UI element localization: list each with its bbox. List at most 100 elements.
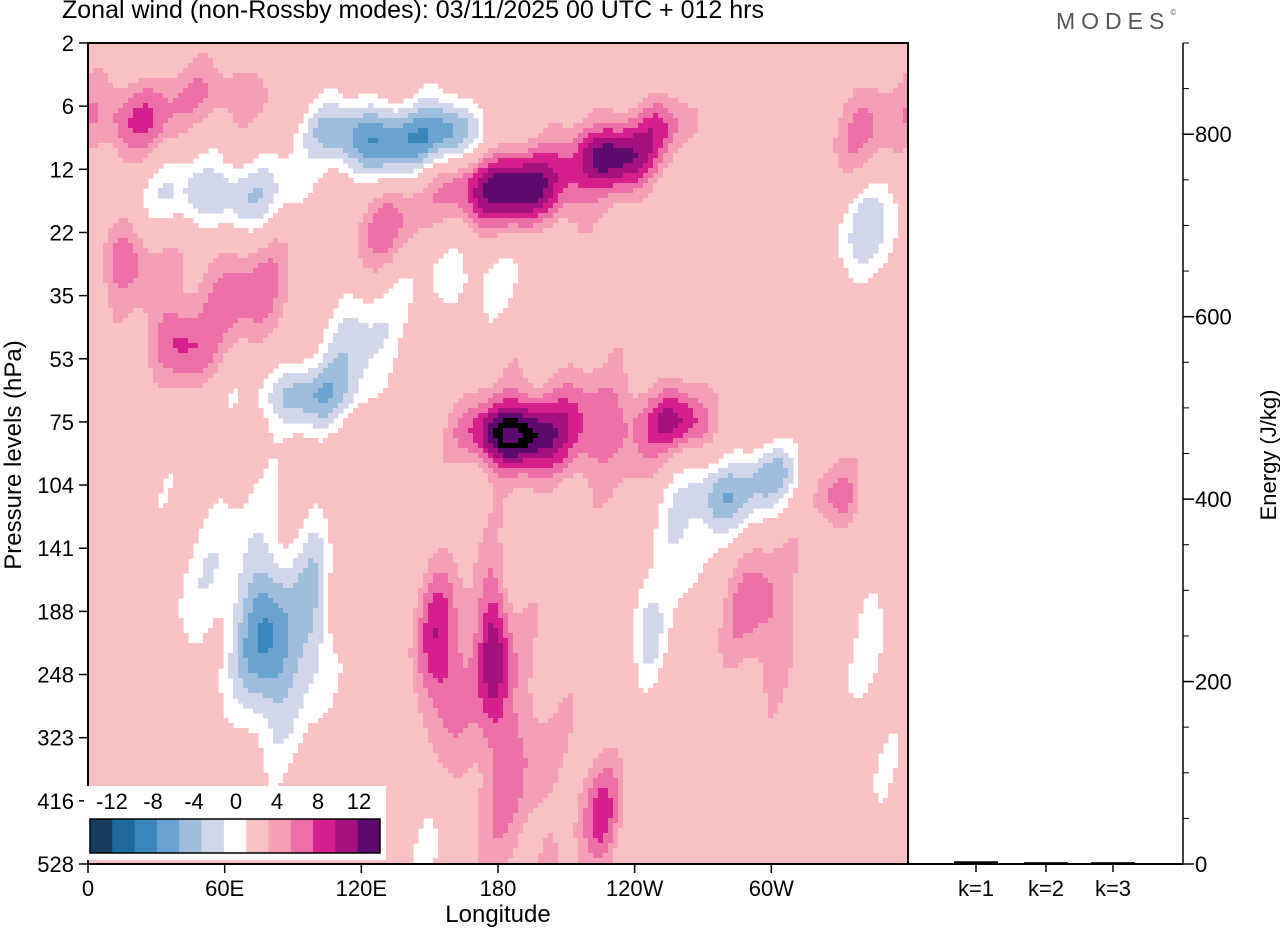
heatmap-cell [838, 123, 844, 129]
heatmap-cell [528, 163, 534, 169]
heatmap-cell [133, 188, 139, 194]
heatmap-cell [283, 123, 289, 129]
heatmap-cell [278, 63, 284, 69]
heatmap-cell [758, 58, 764, 64]
heatmap-cell [488, 203, 494, 209]
heatmap-cell [848, 68, 854, 74]
heatmap-cell [753, 53, 759, 59]
heatmap-cell [733, 98, 739, 104]
heatmap-cell [253, 203, 259, 209]
heatmap-cell [563, 63, 569, 69]
heatmap-cell [458, 58, 464, 64]
heatmap-cell [578, 53, 584, 59]
heatmap-cell [468, 128, 474, 134]
heatmap-cell [283, 148, 289, 154]
heatmap-cell [848, 143, 854, 149]
heatmap-cell [538, 83, 544, 89]
heatmap-cell [828, 128, 834, 134]
heatmap-cell [638, 108, 644, 114]
heatmap-cell [173, 78, 179, 84]
heatmap-cell [103, 63, 109, 69]
heatmap-cell [513, 198, 519, 204]
heatmap-cell [593, 68, 599, 74]
heatmap-cell [653, 73, 659, 79]
heatmap-cell [718, 83, 724, 89]
heatmap-cell [458, 88, 464, 94]
heatmap-cell [653, 113, 659, 119]
heatmap-cell [223, 128, 229, 134]
heatmap-cell [783, 48, 789, 54]
heatmap-cell [878, 123, 884, 129]
heatmap-cell [103, 73, 109, 79]
heatmap-cell [838, 148, 844, 154]
heatmap-cell [723, 148, 729, 154]
heatmap-cell [828, 58, 834, 64]
heatmap-cell [138, 143, 144, 149]
heatmap-cell [578, 123, 584, 129]
heatmap-cell [573, 138, 579, 144]
heatmap-cell [853, 163, 859, 169]
heatmap-cell [133, 118, 139, 124]
heatmap-cell [613, 138, 619, 144]
heatmap-cell [738, 63, 744, 69]
heatmap-cell [178, 143, 184, 149]
heatmap-cell [678, 163, 684, 169]
heatmap-cell [293, 53, 299, 59]
heatmap-cell [108, 178, 114, 184]
heatmap-cell [313, 78, 319, 84]
heatmap-cell [463, 68, 469, 74]
heatmap-cell [673, 53, 679, 59]
heatmap-cell [803, 88, 809, 94]
heatmap-cell [863, 78, 869, 84]
heatmap-cell [748, 183, 754, 189]
heatmap-cell [623, 68, 629, 74]
heatmap-cell [653, 118, 659, 124]
heatmap-cell [543, 103, 549, 109]
heatmap-cell [263, 148, 269, 154]
heatmap-cell [128, 83, 134, 89]
heatmap-cell [533, 203, 539, 209]
heatmap-cell [478, 58, 484, 64]
heatmap-cell [443, 63, 449, 69]
heatmap-cell [563, 113, 569, 119]
heatmap-cell [493, 83, 499, 89]
heatmap-cell [818, 118, 824, 124]
heatmap-cell [843, 143, 849, 149]
heatmap-cell [553, 93, 559, 99]
heatmap-cell [108, 53, 114, 59]
heatmap-cell [308, 68, 314, 74]
heatmap-cell [133, 88, 139, 94]
heatmap-cell [558, 173, 564, 179]
heatmap-cell [103, 148, 109, 154]
heatmap-cell [788, 153, 794, 159]
heatmap-cell [533, 98, 539, 104]
heatmap-cell [738, 98, 744, 104]
heatmap-cell [693, 58, 699, 64]
heatmap-cell [603, 78, 609, 84]
heatmap-cell [408, 78, 414, 84]
heatmap-cell [138, 103, 144, 109]
heatmap-cell [168, 148, 174, 154]
heatmap-cell [108, 73, 114, 79]
heatmap-cell [783, 118, 789, 124]
heatmap-cell [708, 168, 714, 174]
heatmap-cell [648, 83, 654, 89]
heatmap-cell [758, 158, 764, 164]
heatmap-cell [558, 73, 564, 79]
heatmap-cell [208, 88, 214, 94]
heatmap-cell [618, 138, 624, 144]
heatmap-cell [268, 183, 274, 189]
heatmap-cell [813, 188, 819, 194]
heatmap-cell [178, 158, 184, 164]
heatmap-cell [378, 203, 384, 209]
heatmap-cell [488, 173, 494, 179]
heatmap-cell [568, 113, 574, 119]
heatmap-cell [518, 203, 524, 209]
heatmap-cell [758, 168, 764, 174]
heatmap-cell [608, 73, 614, 79]
heatmap-cell [858, 188, 864, 194]
heatmap-cell [233, 163, 239, 169]
heatmap-cell [728, 168, 734, 174]
heatmap-cell [858, 93, 864, 99]
heatmap-cell [788, 168, 794, 174]
